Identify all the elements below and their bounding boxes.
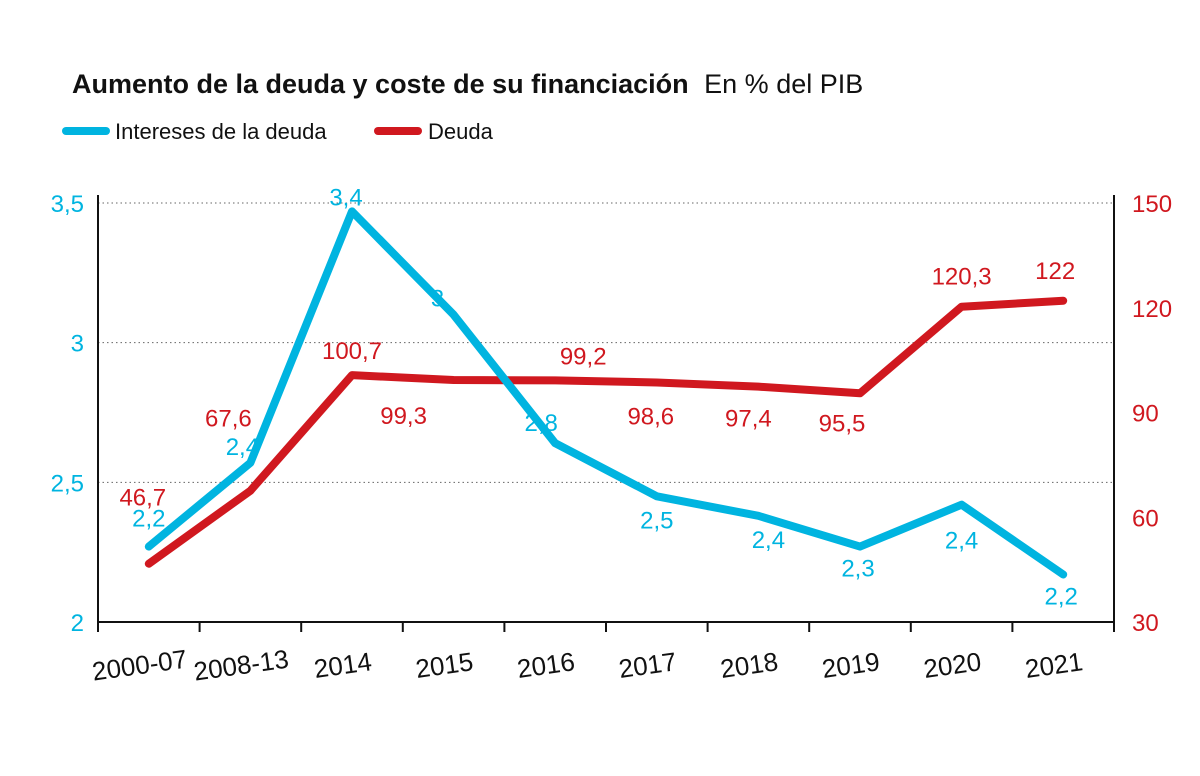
x-tick-label: 2015 bbox=[414, 646, 475, 684]
data-label-deuda: 46,7 bbox=[119, 485, 166, 512]
y-left-tick-label: 3 bbox=[71, 331, 84, 358]
x-tick-label: 2019 bbox=[820, 646, 881, 684]
data-label-deuda: 95,5 bbox=[819, 410, 866, 437]
y-right-tick-label: 30 bbox=[1132, 610, 1159, 637]
data-label-deuda: 99,2 bbox=[560, 343, 607, 370]
data-label-intereses: 2,2 bbox=[132, 506, 165, 533]
chart-title-main: Aumento de la deuda y coste de su financ… bbox=[72, 69, 689, 99]
chart-title: Aumento de la deuda y coste de su financ… bbox=[72, 69, 863, 99]
data-label-intereses: 2,8 bbox=[525, 410, 558, 437]
y-left-tick-label: 3,5 bbox=[51, 191, 84, 218]
data-labels: 2,22,43,432,82,52,42,32,42,246,767,6100,… bbox=[119, 184, 1077, 610]
data-label-intereses: 2,4 bbox=[226, 434, 259, 461]
data-label-deuda: 97,4 bbox=[725, 406, 772, 433]
data-label-intereses: 2,4 bbox=[945, 528, 978, 555]
data-label-deuda: 99,3 bbox=[380, 403, 427, 430]
chart-subtitle: En % del PIB bbox=[704, 69, 863, 99]
y-right-tick-label: 60 bbox=[1132, 505, 1159, 532]
x-tick-label: 2014 bbox=[312, 646, 373, 684]
data-label-intereses: 2,4 bbox=[752, 527, 785, 554]
data-label-intereses: 3,4 bbox=[329, 184, 362, 211]
data-label-intereses: 2,5 bbox=[640, 507, 673, 534]
y-right-tick-label: 90 bbox=[1132, 401, 1159, 428]
series-lines bbox=[144, 207, 1068, 579]
x-tick-label: 2020 bbox=[922, 646, 983, 684]
x-tick-label: 2018 bbox=[718, 646, 779, 684]
x-tick-label: 2021 bbox=[1023, 646, 1084, 684]
data-label-deuda: 98,6 bbox=[627, 403, 674, 430]
y-right-tick-label: 150 bbox=[1132, 191, 1172, 218]
legend-label-deuda: Deuda bbox=[428, 119, 494, 144]
y-right-tick-label: 120 bbox=[1132, 296, 1172, 323]
data-label-deuda: 122 bbox=[1035, 258, 1075, 285]
x-tick-label: 2017 bbox=[617, 646, 678, 684]
y-left-tick-label: 2 bbox=[71, 610, 84, 637]
gridlines bbox=[98, 202, 1114, 483]
series-line-deuda bbox=[144, 296, 1068, 568]
data-label-deuda: 100,7 bbox=[322, 338, 382, 365]
data-label-intereses: 3 bbox=[431, 286, 444, 313]
x-tick-label: 2000-07 bbox=[90, 644, 189, 687]
data-label-intereses: 2,2 bbox=[1045, 584, 1078, 611]
y-left-tick-label: 2,5 bbox=[51, 470, 84, 497]
axes: 2000-07 2008-13 2014 2015 2016 2017 2018 2019 20… bbox=[51, 191, 1172, 687]
data-label-intereses: 2,3 bbox=[841, 556, 874, 583]
data-label-deuda: 120,3 bbox=[932, 264, 992, 291]
x-tick-label: 2016 bbox=[515, 646, 576, 684]
legend-label-intereses: Intereses de la deuda bbox=[115, 119, 327, 144]
data-label-deuda: 67,6 bbox=[205, 406, 252, 433]
series-line-intereses bbox=[144, 207, 1068, 579]
legend: Intereses de la deuda Deuda bbox=[62, 119, 494, 144]
x-tick-label: 2008-13 bbox=[192, 644, 291, 687]
